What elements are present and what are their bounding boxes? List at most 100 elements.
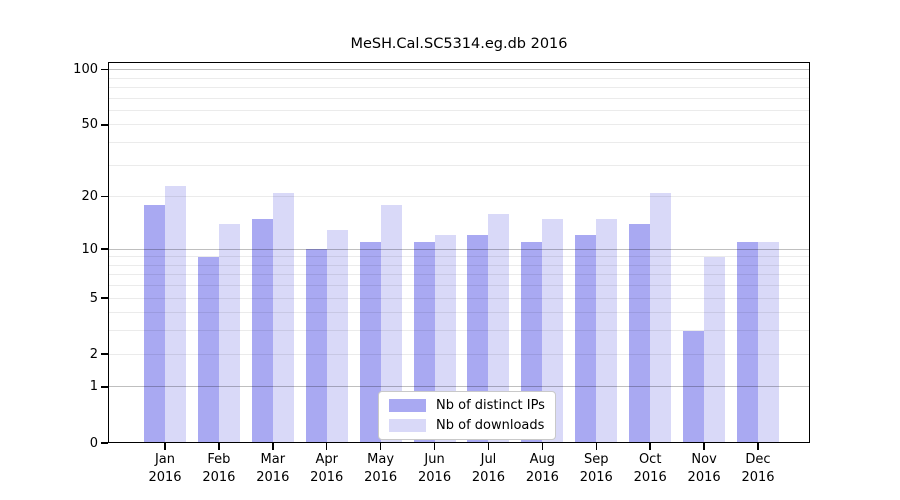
gridline-minor-90 bbox=[108, 77, 810, 79]
x-tick-mark-nov bbox=[703, 443, 705, 450]
x-tick-label-jul: Jul 2016 bbox=[458, 451, 518, 486]
x-tick-month-mar: Mar bbox=[260, 452, 286, 467]
x-tick-month-jun: Jun bbox=[424, 452, 445, 467]
legend-row-nb-of-distinct-ips: Nb of distinct IPs bbox=[389, 398, 545, 413]
x-tick-label-aug: Aug 2016 bbox=[512, 451, 572, 486]
gridline-minor-60 bbox=[108, 109, 810, 111]
gridline-minor-80 bbox=[108, 86, 810, 88]
bar-nb-of-downloads-dec bbox=[758, 241, 779, 443]
y-tick-mark-100 bbox=[101, 68, 108, 71]
bar-nb-of-downloads-sep bbox=[596, 218, 618, 443]
bar-nb-of-distinct-ips-mar bbox=[251, 218, 273, 443]
x-tick-mark-jan bbox=[164, 443, 166, 450]
gridline-minor-30 bbox=[108, 164, 810, 166]
x-tick-year-dec: 2016 bbox=[741, 469, 775, 485]
legend-label-nb-of-downloads: Nb of downloads bbox=[436, 418, 545, 433]
x-tick-month-oct: Oct bbox=[638, 452, 662, 467]
bar-nb-of-downloads-nov bbox=[704, 256, 726, 443]
x-tick-month-feb: Feb bbox=[207, 452, 231, 467]
x-tick-year-aug: 2016 bbox=[525, 469, 559, 485]
y-tick-label-2: 2 bbox=[89, 346, 98, 362]
bar-nb-of-distinct-ips-oct bbox=[629, 223, 651, 443]
bar-nb-of-downloads-may bbox=[380, 204, 402, 443]
x-tick-mark-jul bbox=[487, 443, 490, 450]
y-tick-label-20: 20 bbox=[81, 189, 98, 205]
x-tick-mark-mar bbox=[272, 443, 274, 450]
legend-label-nb-of-distinct-ips: Nb of distinct IPs bbox=[436, 398, 545, 413]
bar-nb-of-distinct-ips-sep bbox=[575, 235, 597, 443]
x-tick-year-jul: 2016 bbox=[471, 469, 505, 485]
x-tick-label-nov: Nov 2016 bbox=[674, 451, 734, 486]
x-tick-label-jun: Jun 2016 bbox=[405, 451, 465, 486]
x-tick-label-sep: Sep 2016 bbox=[566, 451, 626, 486]
x-tick-year-nov: 2016 bbox=[687, 469, 721, 485]
gridline-minor-20 bbox=[108, 196, 810, 198]
x-tick-year-oct: 2016 bbox=[633, 469, 667, 485]
x-tick-mark-aug bbox=[541, 443, 544, 450]
x-tick-month-sep: Sep bbox=[584, 452, 609, 467]
x-tick-year-feb: 2016 bbox=[202, 469, 236, 485]
x-tick-year-mar: 2016 bbox=[256, 469, 290, 485]
bar-nb-of-distinct-ips-jan bbox=[144, 204, 165, 443]
x-tick-label-jan: Jan 2016 bbox=[135, 451, 195, 486]
chart-title: MeSH.Cal.SC5314.eg.db 2016 bbox=[350, 36, 568, 52]
legend-row-nb-of-downloads: Nb of downloads bbox=[389, 418, 545, 433]
y-tick-mark-10 bbox=[101, 248, 108, 250]
gridline-minor-50 bbox=[108, 124, 810, 126]
bar-nb-of-downloads-apr bbox=[326, 229, 348, 443]
y-tick-mark-1 bbox=[101, 386, 108, 388]
x-tick-year-jun: 2016 bbox=[418, 469, 452, 485]
x-tick-month-dec: Dec bbox=[745, 452, 771, 467]
gridline-minor-70 bbox=[108, 97, 810, 99]
x-tick-mark-oct bbox=[649, 443, 651, 450]
x-tick-mark-dec bbox=[757, 443, 759, 450]
y-tick-mark-5 bbox=[101, 297, 108, 299]
y-tick-label-50: 50 bbox=[81, 117, 98, 133]
x-tick-month-jul: Jul bbox=[480, 452, 497, 467]
x-tick-label-mar: Mar 2016 bbox=[243, 451, 303, 486]
y-tick-label-10: 10 bbox=[81, 241, 98, 257]
x-tick-month-nov: Nov bbox=[691, 452, 717, 467]
bar-nb-of-downloads-jul bbox=[488, 213, 510, 443]
x-tick-year-may: 2016 bbox=[364, 469, 398, 485]
legend: Nb of distinct IPs Nb of downloads bbox=[378, 391, 556, 440]
bar-nb-of-distinct-ips-dec bbox=[737, 241, 758, 443]
x-tick-year-apr: 2016 bbox=[310, 469, 344, 485]
bar-nb-of-distinct-ips-apr bbox=[305, 249, 327, 443]
bar-nb-of-downloads-feb bbox=[218, 223, 240, 443]
x-tick-year-jan: 2016 bbox=[148, 469, 182, 485]
y-tick-mark-2 bbox=[101, 353, 108, 355]
y-tick-label-0: 0 bbox=[89, 435, 98, 451]
x-tick-year-sep: 2016 bbox=[579, 469, 613, 485]
x-tick-mark-feb bbox=[218, 443, 220, 450]
x-tick-month-aug: Aug bbox=[529, 452, 556, 467]
x-tick-mark-jun bbox=[433, 443, 436, 450]
y-tick-mark-20 bbox=[101, 195, 108, 198]
y-tick-mark-50 bbox=[101, 124, 108, 126]
gridline-major-100 bbox=[108, 69, 810, 71]
y-tick-label-100: 100 bbox=[73, 62, 98, 78]
bar-nb-of-downloads-oct bbox=[650, 192, 672, 443]
x-tick-mark-may bbox=[379, 443, 382, 450]
gridline-major-10 bbox=[108, 248, 810, 250]
x-tick-month-apr: Apr bbox=[315, 452, 338, 467]
x-tick-month-jan: Jan bbox=[154, 452, 176, 467]
y-tick-mark-0 bbox=[101, 442, 108, 444]
gridline-minor-40 bbox=[108, 142, 810, 144]
x-tick-label-apr: Apr 2016 bbox=[297, 451, 357, 486]
bar-nb-of-distinct-ips-feb bbox=[197, 256, 219, 443]
bar-nb-of-downloads-mar bbox=[272, 192, 294, 443]
bar-nb-of-downloads-aug bbox=[542, 218, 564, 443]
x-tick-month-may: May bbox=[367, 452, 395, 467]
bar-nb-of-distinct-ips-may bbox=[359, 241, 381, 443]
y-tick-label-1: 1 bbox=[89, 379, 98, 395]
x-tick-label-feb: Feb 2016 bbox=[189, 451, 249, 486]
bar-nb-of-distinct-ips-nov bbox=[683, 330, 705, 443]
legend-swatch-nb-of-downloads bbox=[389, 419, 426, 432]
x-tick-label-may: May 2016 bbox=[351, 451, 411, 486]
bar-nb-of-downloads-jan bbox=[165, 185, 186, 443]
x-tick-label-oct: Oct 2016 bbox=[620, 451, 680, 486]
x-tick-mark-sep bbox=[595, 443, 597, 450]
y-tick-label-5: 5 bbox=[89, 290, 98, 306]
